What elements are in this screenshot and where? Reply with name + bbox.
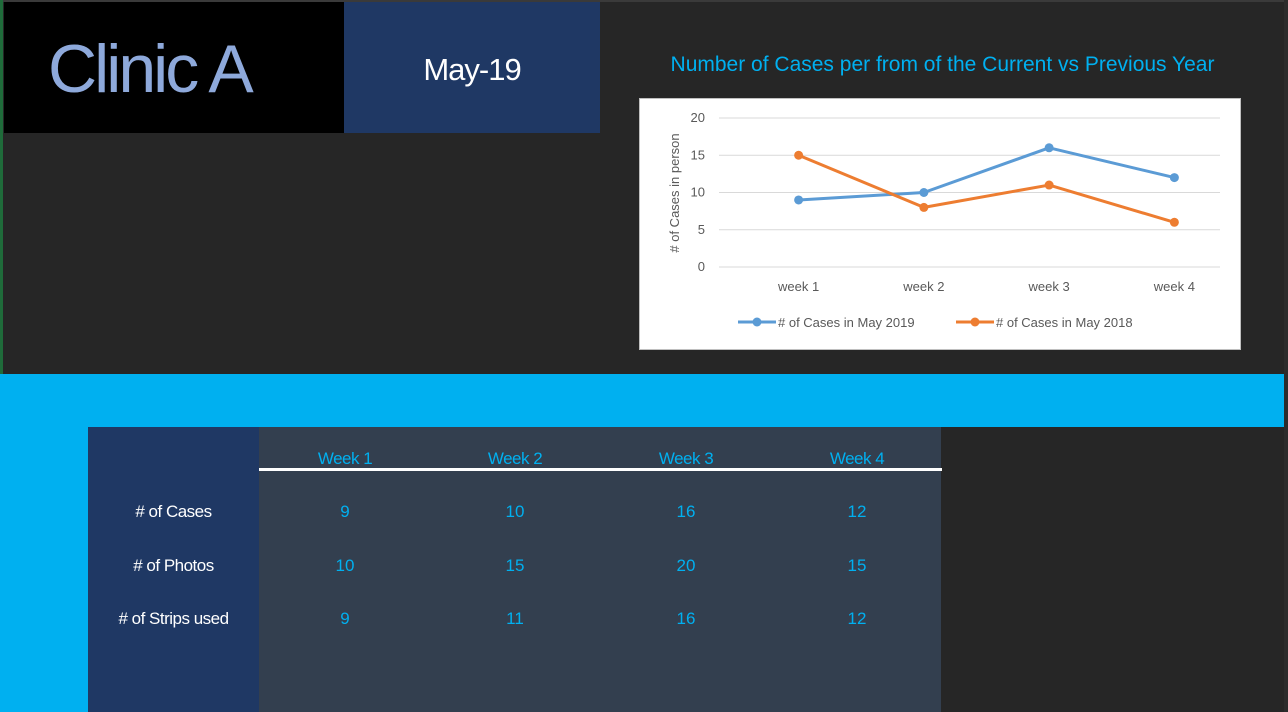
legend-swatch-marker [970,317,980,327]
chart-svg: 0 5 10 15 20 # of Cases in person week 1 week 2… [667,110,1220,330]
data-point [919,188,929,197]
x-tick-label: week 1 [777,279,819,294]
y-tick-label: 10 [691,185,705,200]
legend-swatch-marker [752,317,762,327]
row-label-photos: # of Photos [133,556,214,575]
y-tick-label: 15 [691,147,705,162]
row-label-strips: # of Strips used [118,609,229,628]
sheet-top-border [0,0,1288,2]
table-cell: 9 [340,502,350,521]
y-axis-label: # of Cases in person [667,133,682,252]
table-cell: 20 [676,556,696,575]
row-label-panel [88,427,259,712]
header-divider [259,468,942,471]
x-tick-label: week 2 [902,279,944,294]
data-point [794,195,804,205]
column-header-week-3: Week 3 [658,449,714,468]
accent-band [0,374,1288,427]
line-chart[interactable]: 0 5 10 15 20 # of Cases in person week 1 week 2… [639,98,1241,350]
legend-label: # of Cases in May 2018 [996,315,1133,330]
series-line [798,153,1175,224]
y-tick-label: 0 [698,259,705,274]
table-cell: 15 [847,556,867,575]
table-cell: 12 [847,502,867,521]
sheet-right-edge [1284,0,1288,712]
column-header-week-2: Week 2 [487,449,543,468]
date-cell[interactable]: May-19 [344,2,600,133]
table-cell: 11 [506,609,524,628]
column-header-week-1: Week 1 [317,449,373,468]
series-line [798,146,1175,202]
table-cell: 10 [335,556,355,575]
data-point [794,150,804,160]
table-cell: 10 [505,502,525,521]
table-cell: 15 [505,556,525,575]
data-panel [259,427,941,712]
table-cell: 12 [847,609,867,628]
y-tick-label: 20 [691,110,705,125]
y-tick-label: 5 [698,222,705,237]
table-cell: 9 [340,609,350,628]
x-tick-label: week 3 [1028,279,1070,294]
data-point [1169,173,1179,183]
table-cell: 16 [676,502,696,521]
data-point [1044,180,1054,190]
accent-side-band [0,427,88,712]
column-header-week-4: Week 4 [829,449,885,468]
table-cell: 16 [676,609,696,628]
chart-title: Number of Cases per from of the Current … [670,53,1215,76]
clinic-title: Clinic A [48,31,254,107]
selection-edge [0,0,3,712]
data-point [1169,217,1179,227]
data-point [919,202,929,212]
title-cell[interactable]: Clinic A [4,2,344,133]
legend-label: # of Cases in May 2019 [778,315,915,330]
x-tick-label: week 4 [1153,279,1195,294]
report-date: May-19 [423,52,521,87]
data-point [1044,143,1054,153]
row-label-cases: # of Cases [135,502,212,521]
